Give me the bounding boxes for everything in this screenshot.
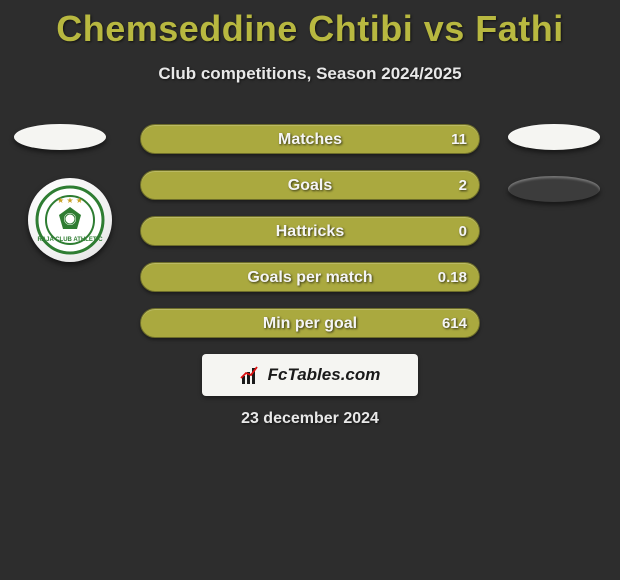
bar-label: Goals [141, 171, 479, 201]
bar-value: 2 [459, 171, 467, 201]
bar-hattricks: Hattricks 0 [140, 216, 480, 246]
stats-bars: Matches 11 Goals 2 Hattricks 0 Goals per… [140, 124, 480, 354]
bar-value: 0.18 [438, 263, 467, 293]
svg-text:RAJA CLUB ATHLETIC: RAJA CLUB ATHLETIC [37, 237, 103, 243]
bar-value: 11 [451, 125, 467, 155]
bar-matches: Matches 11 [140, 124, 480, 154]
oval-right-1 [508, 124, 600, 150]
crest-icon: ★ ★ ★ RAJA CLUB ATHLETIC [35, 185, 105, 255]
bar-label: Hattricks [141, 217, 479, 247]
bar-chart-icon [240, 364, 262, 386]
brand-box[interactable]: FcTables.com [202, 354, 418, 396]
page-subtitle: Club competitions, Season 2024/2025 [0, 64, 620, 84]
bar-value: 0 [459, 217, 467, 247]
bar-label: Matches [141, 125, 479, 155]
bar-label: Goals per match [141, 263, 479, 293]
brand-text: FcTables.com [268, 365, 381, 385]
oval-left-1 [14, 124, 106, 150]
svg-text:★ ★ ★: ★ ★ ★ [57, 196, 83, 205]
bar-value: 614 [442, 309, 467, 339]
bar-min-per-goal: Min per goal 614 [140, 308, 480, 338]
club-crest: ★ ★ ★ RAJA CLUB ATHLETIC [28, 178, 112, 262]
bar-label: Min per goal [141, 309, 479, 339]
page-title: Chemseddine Chtibi vs Fathi [0, 0, 620, 50]
bar-goals-per-match: Goals per match 0.18 [140, 262, 480, 292]
date-text: 23 december 2024 [0, 410, 620, 428]
oval-right-2 [508, 176, 600, 202]
bar-goals: Goals 2 [140, 170, 480, 200]
